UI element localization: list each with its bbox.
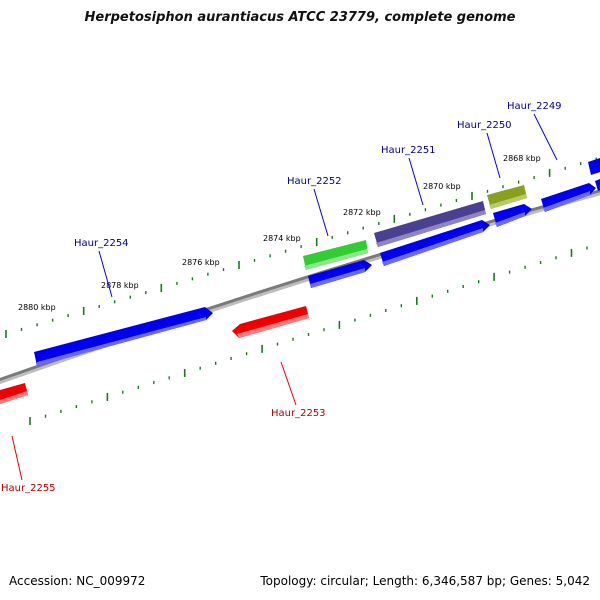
genome-summary-text: Topology: circular; Length: 6,346,587 bp… — [260, 574, 590, 588]
scale-label-2872: 2872 kbp — [343, 208, 381, 217]
gene-haur-2252-lower[interactable] — [308, 260, 372, 288]
gene-haur-2255[interactable] — [0, 383, 28, 404]
leader-haur-2250 — [486, 132, 501, 179]
leader-haur-2252 — [313, 188, 329, 237]
gene-haur-2249-right[interactable] — [588, 158, 600, 191]
scale-ticks-lower — [29, 246, 588, 425]
scale-label-2874: 2874 kbp — [263, 234, 301, 243]
leader-haur-2253 — [280, 361, 297, 406]
label-haur-2251[interactable]: Haur_2251 — [381, 145, 436, 156]
label-haur-2255[interactable]: Haur_2255 — [1, 483, 56, 494]
scale-label-2868: 2868 kbp — [503, 154, 541, 163]
gene-haur-2252[interactable] — [303, 240, 368, 270]
scale-label-2880: 2880 kbp — [18, 303, 56, 312]
gene-haur-2254[interactable] — [34, 307, 213, 366]
accession-text: Accession: NC_009972 — [9, 574, 146, 588]
gene-haur-2250-lower[interactable] — [493, 204, 532, 227]
leader-haur-2254 — [98, 250, 113, 298]
map-title: Herpetosiphon aurantiacus ATCC 23779, co… — [84, 10, 516, 25]
label-haur-2254[interactable]: Haur_2254 — [74, 238, 129, 249]
gene-haur-2250[interactable] — [487, 185, 527, 209]
label-haur-2249[interactable]: Haur_2249 — [507, 101, 562, 112]
leader-haur-2255 — [11, 435, 23, 481]
gene-haur-2253[interactable] — [232, 306, 309, 338]
gene-haur-2251-lower[interactable] — [380, 220, 490, 266]
scale-ticks-upper — [5, 157, 597, 338]
label-haur-2252[interactable]: Haur_2252 — [287, 176, 342, 187]
scale-label-2878: 2878 kbp — [101, 281, 139, 290]
leader-haur-2251 — [408, 157, 424, 206]
scale-label-2876: 2876 kbp — [182, 258, 220, 267]
label-haur-2253[interactable]: Haur_2253 — [271, 408, 326, 419]
gene-haur-2249[interactable] — [541, 183, 596, 212]
label-haur-2250[interactable]: Haur_2250 — [457, 120, 512, 131]
scale-label-2870: 2870 kbp — [423, 182, 461, 191]
leader-haur-2249 — [533, 113, 558, 161]
gene-haur-2251[interactable] — [374, 201, 486, 247]
